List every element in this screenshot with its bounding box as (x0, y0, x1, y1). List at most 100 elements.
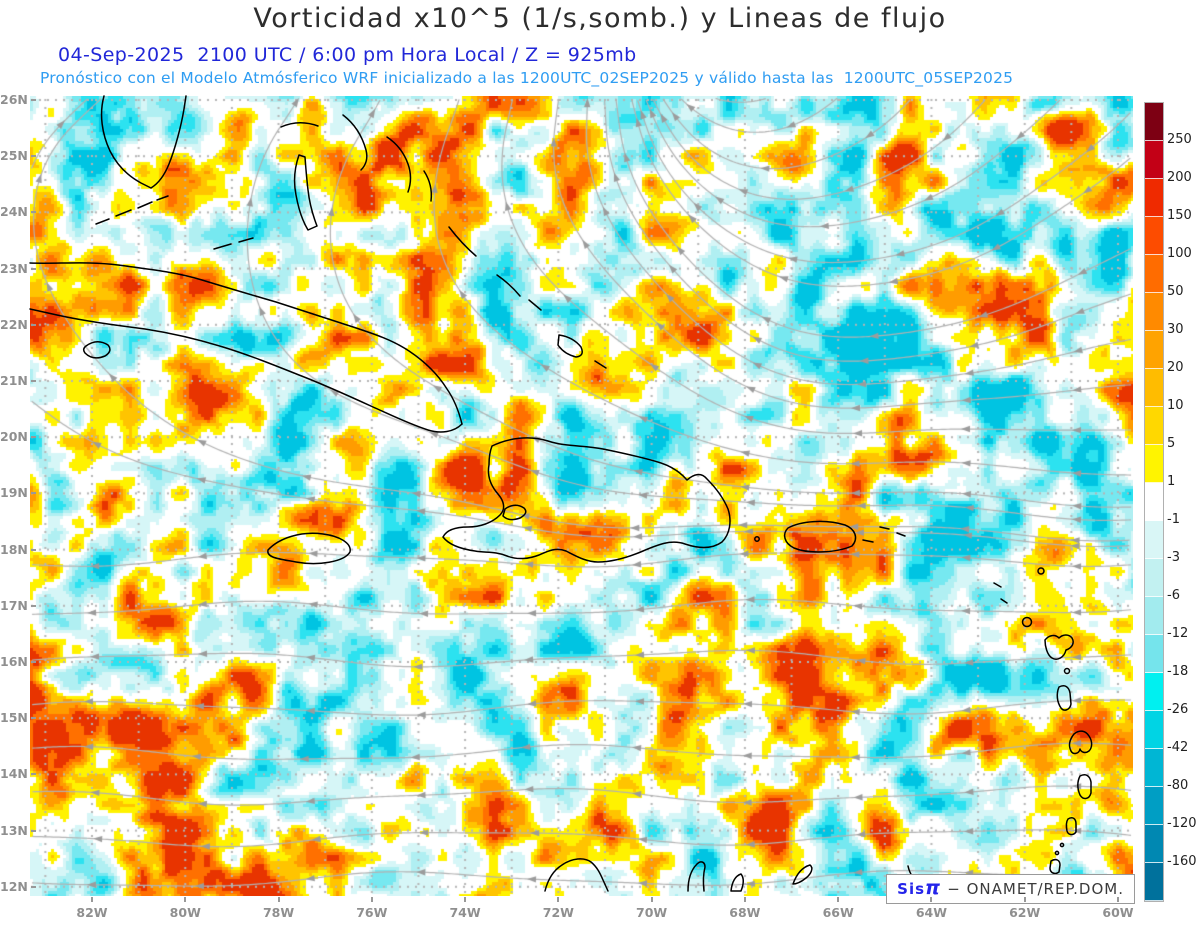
page-title: Vorticidad x10^5 (1/s,somb.) y Lineas de… (253, 3, 947, 34)
lat-tick (31, 436, 36, 439)
colorbar-tick-label: -120 (1167, 816, 1197, 831)
lat-label: 17N (0, 597, 28, 613)
colorbar-tick-label: -6 (1167, 588, 1180, 603)
colorbar-tick-label: 30 (1167, 322, 1184, 337)
attribution-box: Sisπ − ONAMET/REP.DOM. (886, 874, 1135, 904)
colorbar-segment (1145, 407, 1163, 445)
lon-tick (1023, 897, 1026, 902)
lat-tick (31, 211, 36, 214)
colorbar-tick-label: 20 (1167, 360, 1184, 375)
lat-tick (31, 492, 36, 495)
lat-label: 22N (0, 316, 28, 332)
colorbar-segment (1145, 179, 1163, 217)
colorbar-segment (1145, 483, 1163, 521)
colorbar-tick-label: 100 (1167, 246, 1192, 261)
lon-label: 78W (262, 905, 295, 920)
colorbar-segment (1145, 521, 1163, 559)
lon-tick (557, 897, 560, 902)
colorbar-tick-label: -80 (1167, 778, 1189, 793)
colorbar-tick-label: -18 (1167, 664, 1189, 679)
lat-label: 19N (0, 485, 28, 501)
lat-tick (31, 661, 36, 663)
lat-label: 14N (0, 766, 28, 782)
colorbar-segment (1145, 825, 1163, 863)
lat-tick (31, 885, 36, 888)
lon-label: 82W (76, 905, 108, 920)
colorbar-tick-label: 50 (1167, 284, 1184, 299)
colorbar-segment (1145, 749, 1163, 787)
colorbar-tick-label: -160 (1167, 854, 1197, 869)
lon-tick (837, 897, 840, 902)
vorticity-field-canvas (30, 96, 1133, 896)
colorbar-segment (1145, 863, 1163, 901)
colorbar-segment (1145, 445, 1163, 483)
lat-label: 25N (0, 148, 28, 164)
coastlines-overlay (29, 95, 1093, 892)
colorbar-tick-label: -1 (1167, 512, 1180, 527)
colorbar-segment (1145, 597, 1163, 635)
lat-tick (31, 267, 36, 270)
colorbar-segment (1145, 673, 1163, 711)
attribution-dash: − (947, 880, 967, 898)
colorbar-segment (1145, 103, 1163, 141)
sispi-logo: Sisπ (897, 877, 947, 899)
lat-tick (31, 380, 36, 382)
colorbar-tick-label: 150 (1167, 208, 1192, 223)
lon-tick (184, 897, 187, 902)
colorbar-segment (1145, 787, 1163, 825)
colorbar-segment (1145, 217, 1163, 255)
colorbar-segment (1145, 559, 1163, 597)
lat-tick (31, 323, 36, 326)
lat-tick (31, 99, 36, 101)
lon-label: 80W (169, 905, 201, 920)
lon-label: 72W (542, 905, 574, 920)
forecast-line: Pronóstico con el Modelo Atmósferico WRF… (40, 69, 1014, 87)
lat-label: 24N (0, 204, 28, 220)
lat-label: 12N (0, 878, 28, 894)
colorbar-segment (1145, 255, 1163, 293)
colorbar-segment (1145, 711, 1163, 749)
pi-symbol: π (925, 877, 942, 899)
lon-label: 64W (915, 905, 948, 920)
lon-label: 62W (1009, 905, 1041, 920)
lon-tick (370, 897, 373, 902)
lat-tick (31, 773, 36, 776)
lat-label: 26N (0, 92, 28, 107)
colorbar-tick-label: -42 (1167, 740, 1189, 755)
datetime-line: 04-Sep-2025 2100 UTC / 6:00 pm Hora Loca… (58, 44, 637, 66)
colorbar (1144, 102, 1164, 902)
lat-tick (31, 829, 36, 832)
colorbar-tick-label: -26 (1167, 702, 1189, 717)
lon-label: 76W (356, 905, 388, 920)
lat-label: 15N (0, 710, 28, 726)
lon-tick (1116, 897, 1119, 902)
colorbar-tick-label: -3 (1167, 550, 1180, 565)
map-area: Sisπ − ONAMET/REP.DOM. (29, 95, 1135, 904)
lat-label: 20N (0, 429, 28, 445)
colorbar-tick-label: -12 (1167, 626, 1189, 641)
colorbar-segment (1145, 635, 1163, 673)
colorbar-segment (1145, 141, 1163, 179)
colorbar-segment (1145, 331, 1163, 369)
colorbar-tick-label: 5 (1167, 436, 1176, 451)
lon-tick (277, 897, 280, 902)
lat-tick (31, 717, 36, 720)
colorbar-segment (1145, 293, 1163, 331)
colorbar-tick-label: 1 (1167, 474, 1176, 489)
attribution-org: ONAMET/REP.DOM. (966, 880, 1124, 898)
lon-label: 60W (1102, 905, 1134, 920)
lat-label: 23N (0, 260, 28, 276)
lon-label: 74W (449, 905, 481, 920)
lat-label: 16N (0, 654, 28, 669)
lon-label: 66W (822, 905, 854, 920)
lat-label: 21N (0, 373, 28, 388)
colorbar-tick-label: 250 (1167, 132, 1192, 147)
lon-tick (930, 897, 933, 902)
lon-tick (91, 897, 93, 902)
lon-label: 70W (636, 905, 668, 920)
colorbar-segment (1145, 369, 1163, 407)
sispi-prefix: Sis (897, 880, 926, 898)
lon-label: 68W (729, 905, 761, 920)
lon-tick (650, 897, 653, 902)
